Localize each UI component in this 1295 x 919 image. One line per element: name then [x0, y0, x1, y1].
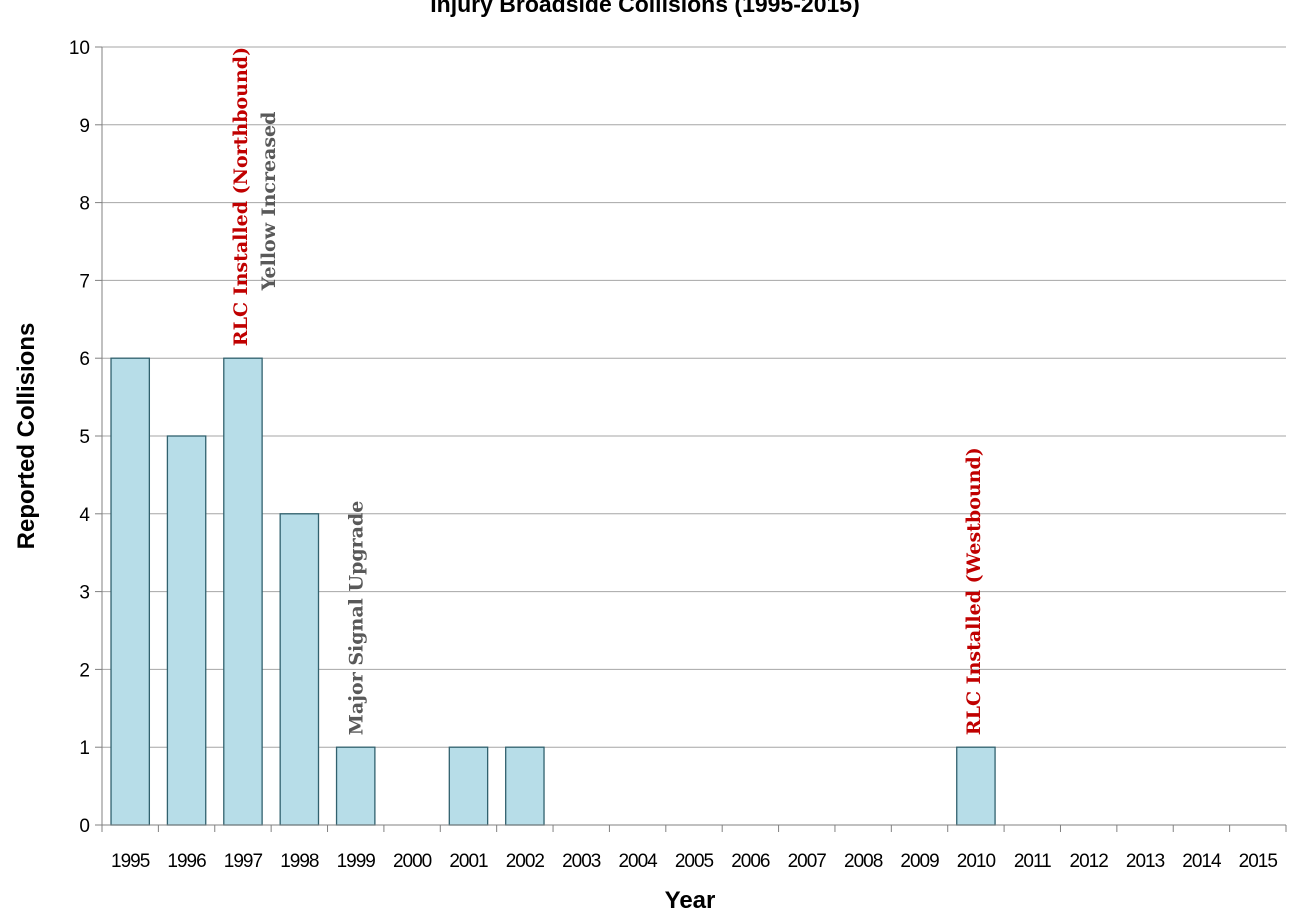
annotations: RLC Installed (Northbound) Yellow Increas…	[230, 47, 985, 735]
y-tick-label: 3	[79, 583, 90, 604]
x-tick-label: 2011	[1014, 851, 1051, 872]
x-tick-label: 1998	[280, 851, 319, 872]
x-tick-label: 1999	[337, 851, 376, 872]
x-tick-label: 2005	[675, 851, 714, 872]
x-tick-label: 2015	[1239, 851, 1278, 872]
x-tick-label: 2007	[788, 851, 827, 872]
chart-title: Injury Broadside Collisions (1995-2015)	[430, 0, 859, 17]
y-tick-labels: 0 1 2 3 4 5 6 7 8 9 10	[69, 38, 91, 837]
x-tick-label: 2012	[1070, 851, 1109, 872]
x-tick-label: 1997	[224, 851, 263, 872]
bar-1997	[223, 357, 263, 826]
y-tick-label: 10	[69, 38, 90, 59]
y-axis-label: Reported Collisions	[13, 323, 40, 550]
annotation-label: RLC Installed (Northbound)	[230, 47, 252, 346]
bar-2010	[956, 746, 996, 826]
y-tick-label: 2	[79, 660, 90, 681]
x-tick-label: 2009	[900, 851, 939, 872]
axes	[95, 46, 1287, 832]
y-tick-label: 7	[79, 271, 90, 292]
x-axis-label: Year	[665, 887, 716, 914]
x-tick-label: 1995	[111, 851, 150, 872]
y-tick-label: 1	[79, 738, 90, 759]
x-tick-label: 1996	[167, 851, 206, 872]
x-tick-label: 2002	[506, 851, 545, 872]
x-tick-labels: 1995 1996 1997 1998 1999 2000 2001 2002 2003 2004…	[111, 851, 1278, 872]
x-tick-label: 2000	[393, 851, 432, 872]
y-tick-label: 9	[79, 116, 90, 137]
y-tick-label: 0	[79, 816, 90, 837]
bar-1996	[166, 435, 207, 826]
y-tick-label: 5	[79, 427, 90, 448]
y-tick-label: 6	[79, 349, 90, 370]
bar-2001	[448, 746, 489, 826]
bar-1999	[335, 746, 376, 826]
y-tick-label: 8	[79, 194, 90, 215]
annotation-label: RLC Installed (Westbound)	[963, 447, 985, 735]
annotation-label: Major Signal Upgrade	[346, 501, 368, 736]
x-tick-label: 2014	[1182, 851, 1222, 872]
x-tick-label: 2004	[618, 851, 658, 872]
annotation-label: Yellow Increased	[258, 112, 280, 292]
x-tick-label: 2008	[844, 851, 883, 872]
y-tick-label: 4	[79, 505, 90, 526]
x-tick-label: 2006	[731, 851, 770, 872]
x-tick-label: 2013	[1126, 851, 1165, 872]
x-tick-label: 2001	[449, 851, 488, 872]
bar-1995	[110, 357, 151, 826]
bar-1998	[279, 513, 320, 826]
x-tick-label: 2010	[957, 851, 996, 872]
x-tick-label: 2003	[562, 851, 601, 872]
bar-2002	[505, 746, 545, 826]
